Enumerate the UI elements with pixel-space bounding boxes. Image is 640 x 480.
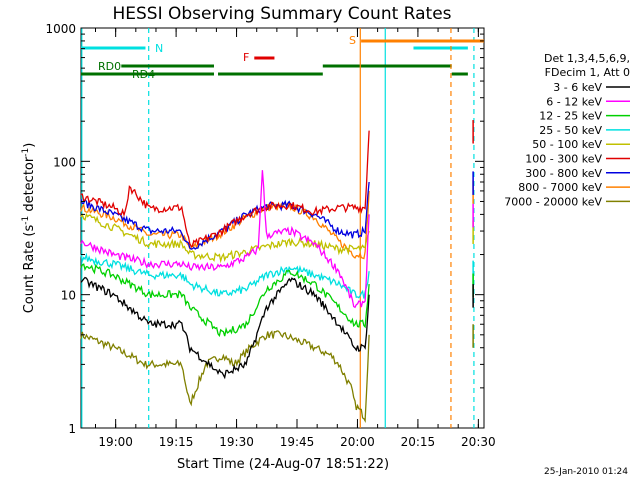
legend-label: 12 - 25 keV [539,110,602,123]
x-axis: 19:00 19:15 19:30 19:45 20:00 20:15 20:30 [95,28,496,449]
legend-label: 3 - 6 keV [553,81,602,94]
legend-label: 25 - 50 keV [539,124,602,137]
y-axis: 1 10 100 1000 [45,22,484,436]
generated-timestamp: 25-Jan-2010 01:24 [544,467,628,477]
x-tick-label: 19:30 [219,435,254,449]
chart-title: HESSI Observing Summary Count Rates [112,4,451,24]
flag-label-rd0: RD0 [98,60,121,73]
flag-label-f: F [243,51,249,64]
legend: Det 1,3,4,5,6,9, FDecim 1, Att 0 3 - 6 k… [504,52,630,208]
legend-label: 7000 - 20000 keV [504,195,602,208]
series-line [80,276,370,380]
series-line [80,170,370,309]
x-tick-label: 20:00 [340,435,375,449]
legend-label: 6 - 12 keV [546,95,602,108]
legend-label: 800 - 7000 keV [518,181,602,194]
y-axis-label: Count Rate (s-1 detector-1) [21,143,37,314]
legend-label: 100 - 300 keV [525,153,602,166]
series-line [80,130,370,248]
x-tick-label: 20:30 [461,435,496,449]
series-line [80,190,370,260]
legend-header-2: FDecim 1, Att 0 [545,66,630,79]
legend-label: 300 - 800 keV [525,167,602,180]
x-tick-label: 19:15 [159,435,194,449]
series-layer [80,120,474,424]
plot-frame [80,27,485,429]
flag-label-rd4: RD4 [132,68,155,81]
series-line [80,330,370,424]
x-tick-label: 19:45 [280,435,315,449]
x-axis-label: Start Time (24-Aug-07 18:51:22) [177,457,389,472]
series-line [80,263,370,338]
y-tick-label: 10 [61,289,76,303]
legend-label: 50 - 100 keV [532,138,602,151]
y-tick-label: 100 [53,155,76,169]
series-line [80,252,370,299]
legend-header-1: Det 1,3,4,5,6,9, [544,52,630,65]
y-tick-label: 1 [68,422,76,436]
x-tick-label: 20:15 [401,435,436,449]
series-line [80,212,370,264]
y-tick-label: 1000 [45,22,76,36]
flag-label-n: N [155,42,163,55]
x-tick-label: 19:00 [98,435,133,449]
flag-label-s: S [349,34,356,47]
